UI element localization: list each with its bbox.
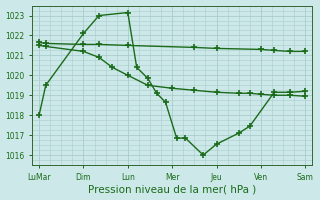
X-axis label: Pression niveau de la mer( hPa ): Pression niveau de la mer( hPa ) <box>88 184 256 194</box>
